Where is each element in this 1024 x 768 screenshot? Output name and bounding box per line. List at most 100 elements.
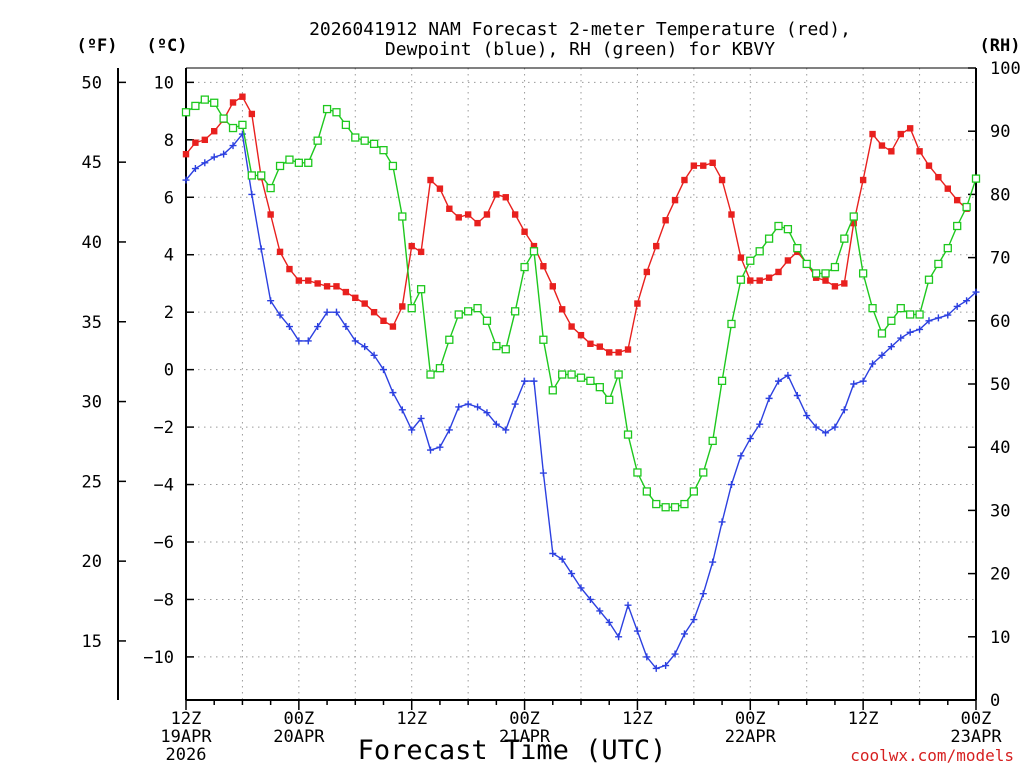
dewpoint-point: [775, 377, 782, 385]
temperature-point: [239, 93, 246, 100]
dewpoint-point: [727, 481, 735, 489]
temperature-point: [286, 265, 293, 273]
dewpoint-point: [906, 328, 914, 336]
temperature-point: [248, 110, 256, 118]
x-tick-label: 20APR: [273, 727, 325, 747]
dewpoint-point: [257, 245, 265, 253]
rh-tick-label: 100: [990, 59, 1021, 79]
temperature-point: [380, 317, 387, 324]
relative_humidity-point: [717, 376, 727, 385]
fahrenheit-tick-label: 30: [82, 393, 102, 413]
chart-axes: [117, 67, 977, 710]
dewpoint-point: [530, 377, 538, 385]
dewpoint-point: [652, 664, 660, 672]
relative_humidity-point: [285, 155, 294, 164]
temperature-point: [953, 196, 961, 204]
dewpoint-point: [323, 308, 331, 316]
relative_humidity-point: [849, 212, 858, 221]
relative_humidity-point: [764, 234, 774, 243]
dewpoint-point: [643, 653, 651, 661]
relative_humidity-point: [971, 174, 981, 183]
dewpoint-point: [633, 627, 641, 635]
relative_humidity-point: [369, 139, 379, 148]
relative_humidity-point: [576, 373, 586, 382]
relative_humidity-point: [304, 158, 313, 167]
dewpoint-point: [220, 150, 228, 158]
dewpoint-point: [568, 570, 576, 578]
dewpoint-point: [342, 323, 350, 331]
fahrenheit-tick-label: 50: [82, 73, 102, 93]
temperature-point: [775, 268, 782, 276]
rh-tick-label: 20: [990, 565, 1010, 585]
dewpoint-point: [869, 360, 877, 368]
relative_humidity-point: [294, 158, 304, 167]
dewpoint-point: [878, 351, 886, 359]
relative_humidity-point: [595, 383, 604, 392]
temperature-point: [305, 277, 312, 284]
relative_humidity-point: [379, 146, 388, 155]
temperature-point: [841, 280, 848, 287]
relative_humidity-point: [811, 269, 821, 278]
dewpoint-point: [859, 377, 867, 385]
x-tick-label: 19APR: [160, 727, 212, 747]
x-tick-label: 12Z: [848, 709, 879, 729]
relative_humidity-point: [774, 221, 783, 231]
dewpoint-point: [389, 389, 397, 397]
temperature-point: [352, 294, 359, 302]
temperature-point: [417, 248, 425, 256]
temperature-point: [558, 306, 566, 313]
relative_humidity-point: [257, 171, 266, 180]
relative_humidity-point: [398, 212, 407, 221]
dewpoint-point: [314, 323, 322, 331]
temperature-point: [549, 283, 556, 290]
temperature-point: [812, 274, 820, 281]
temperature-point: [718, 176, 726, 184]
fahrenheit-tick-label: 15: [82, 632, 102, 652]
dewpoint-point: [897, 334, 905, 342]
dewpoint-point: [784, 371, 792, 379]
temperature-point: [662, 217, 669, 224]
relative_humidity-point: [247, 171, 256, 180]
temperature-point: [615, 349, 622, 356]
dewpoint-point: [492, 420, 500, 428]
x-tick-label: 12Z: [622, 709, 653, 729]
x-tick-label: 2026: [166, 745, 207, 765]
relative_humidity-point: [473, 304, 482, 313]
dewpoint-point: [549, 549, 557, 557]
temperature-point: [436, 185, 444, 192]
dewpoint-point: [699, 590, 707, 598]
rh-tick-label: 40: [990, 438, 1010, 458]
relative_humidity-point: [520, 262, 529, 272]
fahrenheit-tick-label: 40: [82, 233, 102, 253]
temperature-point: [925, 162, 933, 169]
temperature-point: [897, 130, 904, 138]
temperature-point: [511, 211, 519, 218]
dewpoint-point: [746, 435, 754, 443]
dewpoint-point: [718, 518, 726, 526]
relative_humidity-point: [877, 329, 887, 338]
dewpoint-point: [332, 308, 340, 316]
temperature-point: [606, 349, 613, 356]
dewpoint-point: [756, 420, 764, 428]
relative_humidity-point: [341, 120, 351, 130]
dewpoint-point: [925, 317, 933, 325]
chart-title-line-2: Dewpoint (blue), RH (green) for KBVY: [385, 39, 775, 60]
relative_humidity-point: [501, 345, 510, 354]
relative_humidity-point: [962, 202, 971, 212]
relative_humidity-point: [492, 341, 501, 351]
relative_humidity-point: [548, 386, 557, 395]
temperature-point: [192, 139, 199, 146]
temperature-point: [342, 288, 350, 296]
rh-tick-label: 90: [990, 122, 1010, 142]
x-tick-label: 00Z: [735, 709, 766, 729]
temperature-point: [596, 343, 604, 350]
relative_humidity-point: [727, 319, 736, 329]
temperature-point: [653, 242, 660, 250]
dewpoint-point: [934, 314, 942, 322]
temperature-point: [869, 130, 876, 138]
temperature-point: [822, 277, 829, 284]
dewpoint-point: [436, 443, 444, 451]
x-tick-label: 00Z: [283, 709, 314, 729]
relative_humidity-point: [219, 114, 228, 123]
dewpoint-point: [737, 452, 745, 460]
